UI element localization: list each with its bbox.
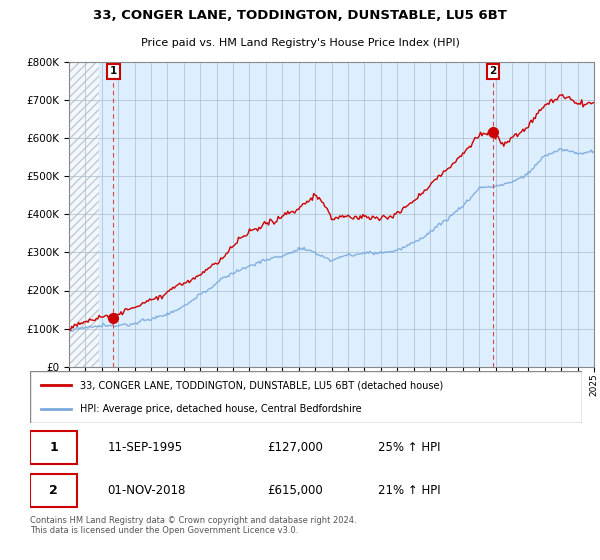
- Text: 01-NOV-2018: 01-NOV-2018: [107, 484, 185, 497]
- Text: £615,000: £615,000: [268, 484, 323, 497]
- Text: 1: 1: [110, 66, 117, 76]
- Text: 2: 2: [49, 484, 58, 497]
- Bar: [30, 474, 77, 507]
- Bar: [69, 62, 98, 367]
- Text: 25% ↑ HPI: 25% ↑ HPI: [378, 441, 440, 454]
- Text: 2: 2: [489, 66, 496, 76]
- Text: 21% ↑ HPI: 21% ↑ HPI: [378, 484, 440, 497]
- Text: Contains HM Land Registry data © Crown copyright and database right 2024.
This d: Contains HM Land Registry data © Crown c…: [30, 516, 356, 535]
- Text: Price paid vs. HM Land Registry's House Price Index (HPI): Price paid vs. HM Land Registry's House …: [140, 38, 460, 48]
- Text: 11-SEP-1995: 11-SEP-1995: [107, 441, 182, 454]
- Text: HPI: Average price, detached house, Central Bedfordshire: HPI: Average price, detached house, Cent…: [80, 404, 361, 414]
- Text: £127,000: £127,000: [268, 441, 323, 454]
- Text: 33, CONGER LANE, TODDINGTON, DUNSTABLE, LU5 6BT: 33, CONGER LANE, TODDINGTON, DUNSTABLE, …: [93, 9, 507, 22]
- Bar: [30, 431, 77, 464]
- Text: 1: 1: [49, 441, 58, 454]
- Text: 33, CONGER LANE, TODDINGTON, DUNSTABLE, LU5 6BT (detached house): 33, CONGER LANE, TODDINGTON, DUNSTABLE, …: [80, 380, 443, 390]
